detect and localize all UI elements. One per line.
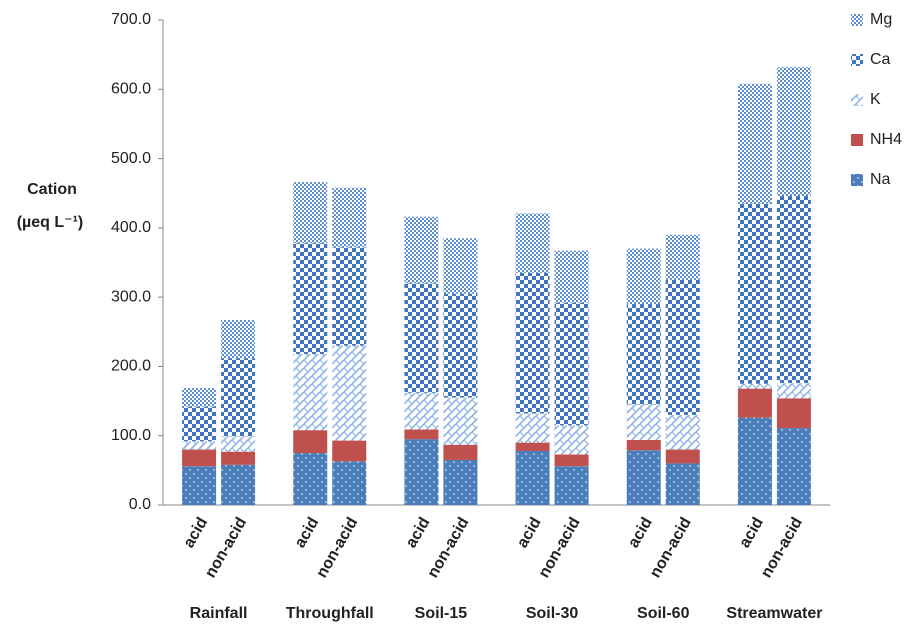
bar-segment (626, 248, 661, 305)
group-label: Soil-30 (526, 605, 579, 622)
group-label: Rainfall (190, 605, 248, 622)
y-tick-label: 700.0 (111, 11, 151, 28)
bar-segment (665, 414, 700, 450)
x-tick-label: acid (292, 515, 323, 551)
bar-segment (182, 466, 217, 505)
bar-segment (293, 182, 328, 244)
legend-swatch (851, 174, 863, 186)
y-tick-label: 400.0 (111, 219, 151, 236)
group-label: Streamwater (726, 605, 822, 622)
bar-segment (221, 451, 256, 465)
bar-segment (443, 397, 478, 445)
y-tick-label: 600.0 (111, 81, 151, 98)
bar-segment (515, 413, 550, 443)
bar-segment (554, 302, 589, 426)
legend-swatch (851, 94, 863, 106)
bar-segment (665, 279, 700, 415)
group-label: Soil-15 (415, 605, 468, 622)
bar-segment (182, 387, 217, 407)
bar-segment (626, 304, 661, 405)
y-tick-label: 0.0 (129, 496, 151, 513)
bar-segment (443, 238, 478, 294)
bar-segment (776, 383, 811, 399)
legend-swatch (851, 14, 863, 26)
x-tick-label: acid (403, 515, 434, 551)
bar-segment (776, 428, 811, 505)
bar-segment (404, 216, 439, 284)
bar-segment (737, 417, 772, 505)
legend-label: Na (870, 171, 891, 188)
legend-swatch (851, 54, 863, 66)
bar-segment (221, 320, 256, 359)
bar-segment (665, 449, 700, 464)
legend-label: Ca (870, 51, 891, 68)
bar-segment (626, 450, 661, 505)
bar-segment (554, 425, 589, 455)
legend-label: Mg (870, 11, 892, 28)
bar-segment (332, 461, 367, 505)
x-tick-label: acid (736, 515, 767, 551)
x-tick-label: acid (625, 515, 656, 551)
bar-segment (221, 436, 256, 452)
bar-segment (221, 464, 256, 505)
bar-segment (737, 203, 772, 384)
bar-segment (554, 454, 589, 467)
bar-segment (332, 440, 367, 462)
x-tick-label: acid (180, 515, 211, 551)
y-tick-label: 300.0 (111, 288, 151, 305)
bar-segment (404, 429, 439, 440)
bar-segment (293, 353, 328, 431)
y-axis-label: Cation (27, 181, 77, 198)
bar-segment (626, 439, 661, 451)
legend-label: K (870, 91, 881, 108)
bar-segment (776, 67, 811, 196)
bar-segment (182, 406, 217, 442)
bar-segment (182, 441, 217, 450)
bar-segment (776, 195, 811, 384)
bar-segment (737, 383, 772, 389)
bar-segment (737, 388, 772, 418)
x-tick-label: acid (514, 515, 545, 551)
bar-segment (515, 442, 550, 451)
bar-segment (554, 250, 589, 303)
bar-segment (404, 392, 439, 430)
bar-segment (737, 83, 772, 204)
bar-segment (665, 463, 700, 505)
y-tick-label: 100.0 (111, 427, 151, 444)
bar-segment (404, 439, 439, 505)
bar-segment (293, 243, 328, 354)
group-label: Soil-60 (637, 605, 690, 622)
y-tick-label: 500.0 (111, 150, 151, 167)
bar-segment (443, 293, 478, 398)
bar-segment (332, 247, 367, 346)
bar-segment (332, 187, 367, 248)
bar-segment (443, 459, 478, 505)
legend-label: NH4 (870, 131, 902, 148)
bar-segment (404, 283, 439, 393)
bar-segment (554, 466, 589, 505)
bar-segment (182, 449, 217, 467)
bar-segment (221, 358, 256, 437)
bar-segment (776, 398, 811, 429)
group-label: Throughfall (286, 605, 374, 622)
bar-segment (293, 453, 328, 505)
bar-segment (665, 234, 700, 280)
bar-segment (626, 404, 661, 440)
bar-segment (293, 430, 328, 454)
bar-segment (332, 345, 367, 441)
bar-segment (443, 444, 478, 460)
y-axis-unit: (µeq L⁻¹) (17, 214, 84, 231)
bar-segment (515, 450, 550, 505)
bar-segment (515, 272, 550, 414)
bar-segment (515, 213, 550, 273)
y-tick-label: 200.0 (111, 358, 151, 375)
legend-swatch (851, 134, 863, 146)
